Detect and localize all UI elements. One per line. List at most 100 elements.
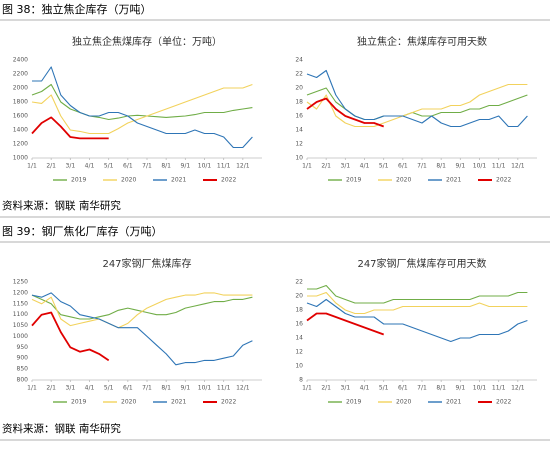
series-line bbox=[307, 291, 528, 315]
x-tick-label: 9/1 bbox=[456, 385, 466, 392]
x-tick-label: 1/1 bbox=[27, 163, 37, 170]
x-tick-label: 4/1 bbox=[360, 163, 370, 170]
y-tick-label: 12 bbox=[295, 349, 303, 356]
x-tick-label: 12/1 bbox=[236, 385, 250, 392]
legend-label: 2019 bbox=[71, 177, 86, 184]
figure-caption: 图 39：钢厂焦化厂库存（万吨） bbox=[2, 224, 163, 238]
y-tick-label: 1000 bbox=[13, 155, 28, 162]
series-line bbox=[31, 292, 253, 329]
legend-label: 2022 bbox=[221, 399, 236, 406]
x-tick-label: 9/1 bbox=[456, 163, 466, 170]
x-tick-label: 4/1 bbox=[360, 385, 370, 392]
y-tick-label: 10 bbox=[295, 363, 303, 370]
y-tick-label: 900 bbox=[17, 355, 29, 362]
x-tick-label: 11/1 bbox=[492, 163, 506, 170]
y-tick-label: 24 bbox=[295, 57, 303, 64]
x-tick-label: 9/1 bbox=[181, 163, 191, 170]
x-tick-label: 4/1 bbox=[85, 163, 95, 170]
y-tick-label: 20 bbox=[295, 85, 303, 92]
x-tick-label: 6/1 bbox=[123, 163, 133, 170]
x-tick-label: 11/1 bbox=[217, 385, 231, 392]
x-tick-label: 1/1 bbox=[302, 163, 312, 170]
series-line bbox=[31, 83, 253, 135]
x-tick-label: 8/1 bbox=[161, 163, 171, 170]
y-tick-label: 10 bbox=[295, 155, 303, 162]
x-tick-label: 10/1 bbox=[198, 163, 212, 170]
y-tick-label: 950 bbox=[17, 344, 29, 351]
x-tick-label: 9/1 bbox=[181, 385, 191, 392]
chart-title: 独立焦企焦煤库存（单位：万吨） bbox=[72, 35, 222, 48]
y-tick-label: 1000 bbox=[13, 333, 28, 340]
series-line bbox=[306, 312, 385, 336]
x-tick-label: 10/1 bbox=[473, 385, 487, 392]
x-tick-label: 2/1 bbox=[46, 385, 56, 392]
legend-label: 2019 bbox=[346, 177, 361, 184]
y-tick-label: 1150 bbox=[13, 300, 28, 307]
x-tick-label: 7/1 bbox=[142, 385, 152, 392]
x-tick-label: 5/1 bbox=[379, 385, 389, 392]
y-tick-label: 22 bbox=[295, 279, 303, 286]
y-tick-label: 1600 bbox=[13, 113, 28, 120]
x-tick-label: 3/1 bbox=[341, 385, 351, 392]
y-tick-label: 16 bbox=[295, 113, 303, 120]
x-tick-label: 4/1 bbox=[85, 385, 95, 392]
series-line bbox=[306, 97, 385, 128]
x-tick-label: 12/1 bbox=[236, 163, 250, 170]
x-tick-label: 6/1 bbox=[123, 385, 133, 392]
y-tick-label: 8 bbox=[299, 377, 303, 384]
y-tick-label: 18 bbox=[295, 307, 303, 314]
y-tick-label: 1200 bbox=[13, 289, 28, 296]
y-tick-label: 1100 bbox=[13, 311, 28, 318]
x-tick-label: 7/1 bbox=[417, 163, 427, 170]
legend-label: 2019 bbox=[346, 399, 361, 406]
legend-label: 2020 bbox=[121, 177, 136, 184]
legend-label: 2022 bbox=[496, 399, 511, 406]
x-tick-label: 10/1 bbox=[473, 163, 487, 170]
x-tick-label: 3/1 bbox=[66, 163, 76, 170]
series-line bbox=[306, 69, 528, 128]
x-tick-label: 8/1 bbox=[436, 163, 446, 170]
series-line bbox=[306, 298, 528, 343]
y-tick-label: 22 bbox=[295, 71, 303, 78]
y-tick-label: 2400 bbox=[13, 57, 28, 64]
x-tick-label: 2/1 bbox=[321, 163, 331, 170]
x-tick-label: 7/1 bbox=[142, 163, 152, 170]
legend-label: 2019 bbox=[71, 399, 86, 406]
x-tick-label: 1/1 bbox=[27, 385, 37, 392]
series-line bbox=[31, 116, 109, 140]
x-tick-label: 6/1 bbox=[398, 385, 408, 392]
y-tick-label: 2000 bbox=[13, 85, 28, 92]
x-tick-label: 5/1 bbox=[104, 163, 114, 170]
y-tick-label: 12 bbox=[295, 141, 303, 148]
y-tick-label: 18 bbox=[295, 99, 303, 106]
x-tick-label: 3/1 bbox=[66, 385, 76, 392]
x-tick-label: 12/1 bbox=[511, 163, 525, 170]
y-tick-label: 850 bbox=[17, 366, 29, 373]
x-tick-label: 2/1 bbox=[46, 163, 56, 170]
y-tick-label: 1050 bbox=[13, 322, 28, 329]
series-line bbox=[306, 87, 528, 121]
series-line bbox=[32, 66, 253, 149]
y-tick-label: 14 bbox=[295, 335, 303, 342]
y-tick-label: 1800 bbox=[13, 99, 28, 106]
legend-label: 2020 bbox=[121, 399, 136, 406]
y-tick-label: 1400 bbox=[13, 127, 28, 134]
legend-label: 2021 bbox=[171, 399, 186, 406]
chart-title: 247家钢厂焦煤库存 bbox=[102, 257, 191, 270]
y-tick-label: 800 bbox=[17, 377, 29, 384]
legend-label: 2020 bbox=[396, 177, 411, 184]
legend-label: 2021 bbox=[446, 399, 461, 406]
legend-label: 2022 bbox=[496, 177, 511, 184]
x-tick-label: 12/1 bbox=[511, 385, 525, 392]
y-tick-label: 2200 bbox=[13, 71, 28, 78]
y-tick-label: 1200 bbox=[13, 141, 28, 148]
x-tick-label: 11/1 bbox=[217, 163, 231, 170]
y-tick-label: 14 bbox=[295, 127, 303, 134]
legend-label: 2021 bbox=[446, 177, 461, 184]
series-line bbox=[31, 294, 253, 320]
x-tick-label: 3/1 bbox=[341, 163, 351, 170]
x-tick-label: 7/1 bbox=[417, 385, 427, 392]
chart-title: 独立焦企：焦煤库存可用天数 bbox=[357, 35, 487, 48]
legend-label: 2020 bbox=[396, 399, 411, 406]
x-tick-label: 5/1 bbox=[379, 163, 389, 170]
